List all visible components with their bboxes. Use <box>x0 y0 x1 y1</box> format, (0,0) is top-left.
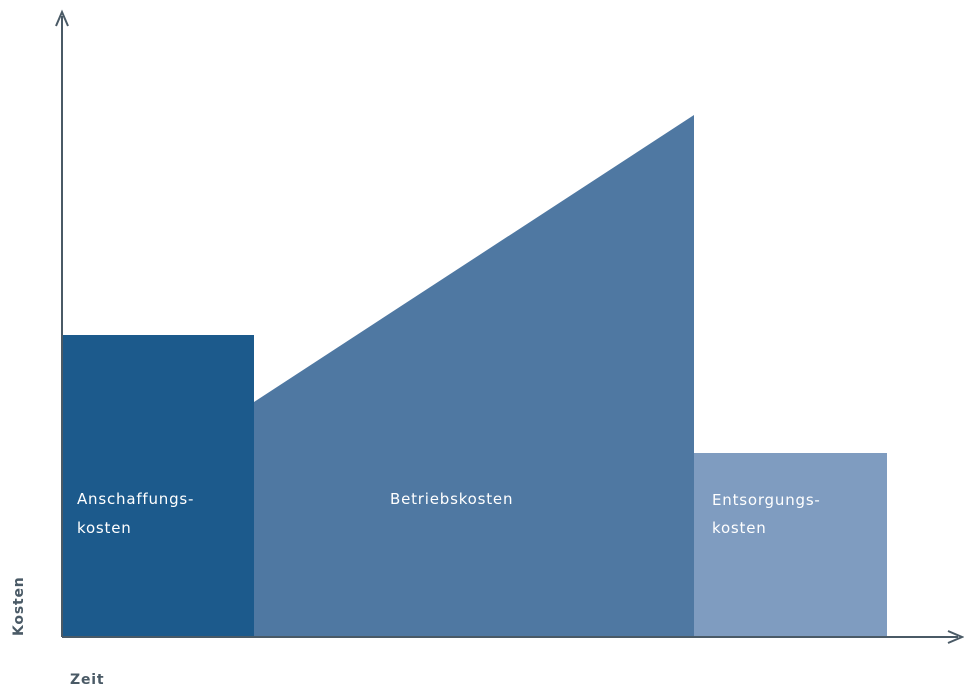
acquisition-cost-block <box>63 335 254 637</box>
disposal-cost-label-line2: kosten <box>712 519 767 537</box>
disposal-cost-label-line1: Entsorgungs- <box>712 491 821 509</box>
y-axis-arrowhead <box>55 9 69 27</box>
x-axis-label: Zeit <box>70 672 104 686</box>
acquisition-cost-label-line1: Anschaffungs- <box>77 490 194 508</box>
operating-cost-label: Betriebskosten <box>390 490 513 508</box>
y-axis-label: Kosten <box>11 576 27 636</box>
operating-cost-area <box>254 115 694 637</box>
acquisition-cost-label-line2: kosten <box>77 519 132 537</box>
disposal-cost-block <box>694 453 887 637</box>
x-axis-arrowhead <box>947 630 964 644</box>
